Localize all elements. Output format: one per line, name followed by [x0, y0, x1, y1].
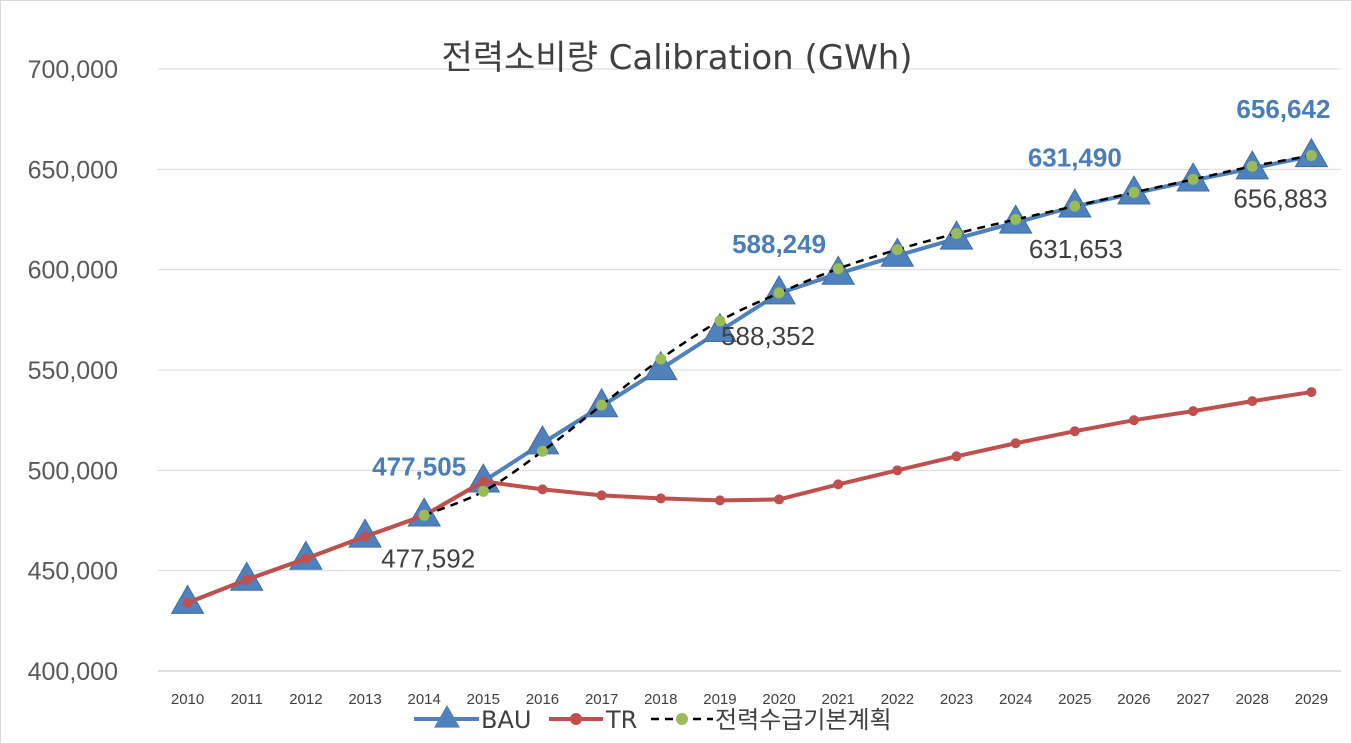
- legend: BAU TR 전력수급기본계획: [414, 704, 892, 734]
- tr-point: [537, 484, 548, 495]
- bau-point: [643, 350, 678, 381]
- bau-point: [703, 312, 737, 342]
- plan-point: [536, 445, 548, 457]
- y-tick-label: 600,000: [28, 257, 118, 285]
- x-tick-label: 2025: [1058, 691, 1091, 708]
- plan-point: [832, 263, 844, 275]
- tr-point: [241, 574, 252, 585]
- tr-point: [1247, 396, 1258, 407]
- legend-tr-label: TR: [605, 706, 637, 734]
- data-label: 588,249: [732, 229, 826, 259]
- tr-point: [1010, 438, 1021, 449]
- y-axis-ticks: 400,000 450,000 500,000 550,000 600,000 650,0…: [28, 56, 118, 686]
- plan-point: [418, 509, 430, 521]
- x-tick-label: 2010: [171, 691, 204, 708]
- x-tick-label: 2016: [526, 691, 559, 708]
- x-tick-label: 2018: [644, 691, 677, 708]
- x-tick-label: 2021: [822, 691, 855, 708]
- plan-point: [1069, 200, 1081, 212]
- tr-point: [951, 451, 962, 462]
- data-label: 656,642: [1236, 94, 1330, 124]
- x-tick-label: 2026: [1117, 691, 1150, 708]
- tr-point: [182, 597, 193, 608]
- y-tick-label: 500,000: [28, 457, 118, 485]
- x-tick-label: 2013: [348, 691, 381, 708]
- series-line-plan: [423, 154, 1312, 517]
- plan-point: [596, 399, 608, 411]
- tr-point: [300, 553, 311, 564]
- legend-bau-label: BAU: [481, 706, 531, 734]
- data-label: 477,505: [372, 451, 466, 481]
- x-axis-ticks: 2010 2011 2012 2013 2014 2015 2016 2017 2018 2019…: [171, 691, 1328, 708]
- data-labels: 477,505 588,249 631,490 656,642 477,592 588,3…: [372, 94, 1330, 573]
- x-tick-label: 2014: [407, 691, 440, 708]
- x-tick-label: 2023: [940, 691, 973, 708]
- tr-point: [1306, 387, 1317, 398]
- plan-point: [1187, 173, 1199, 185]
- x-tick-label: 2019: [703, 691, 736, 708]
- x-tick-label: 2012: [289, 691, 322, 708]
- data-label: 631,653: [1029, 234, 1123, 264]
- plan-point: [891, 244, 903, 256]
- tr-point: [714, 495, 725, 506]
- tr-point: [1188, 406, 1199, 417]
- y-tick-label: 400,000: [28, 658, 118, 686]
- x-tick-label: 2011: [231, 691, 263, 708]
- tr-point: [360, 531, 371, 542]
- plan-point: [1010, 214, 1022, 225]
- data-label: 477,592: [381, 543, 475, 573]
- plan-point: [1305, 150, 1317, 162]
- series-layer: [170, 137, 1329, 614]
- y-tick-label: 550,000: [28, 357, 118, 385]
- x-tick-label: 2028: [1236, 691, 1269, 708]
- tr-point: [1128, 415, 1139, 426]
- plan-point: [655, 353, 667, 365]
- x-tick-label: 2024: [999, 691, 1032, 708]
- tr-point: [478, 476, 489, 487]
- data-label: 656,883: [1233, 184, 1327, 214]
- plan-point: [1246, 160, 1258, 172]
- tr-point: [655, 493, 666, 504]
- tr-point: [774, 494, 785, 505]
- y-tick-label: 450,000: [28, 558, 118, 586]
- y-tick-label: 650,000: [28, 156, 118, 184]
- plan-point: [714, 315, 726, 327]
- x-tick-label: 2022: [881, 691, 914, 708]
- x-tick-label: 2020: [762, 691, 795, 708]
- plan-point: [477, 485, 489, 497]
- chart-title: 전력소비량 Calibration (GWh): [441, 38, 912, 78]
- x-tick-label: 2015: [467, 691, 500, 708]
- tr-point: [596, 490, 607, 501]
- y-tick-label: 700,000: [28, 56, 118, 84]
- series-line-tr: [186, 390, 1312, 605]
- x-tick-label: 2029: [1295, 691, 1328, 708]
- plan-point: [1128, 186, 1140, 198]
- legend-tr-marker: [570, 713, 582, 725]
- data-label: 588,352: [721, 321, 815, 351]
- plan-point: [951, 228, 963, 240]
- legend-bau-marker: [434, 704, 460, 728]
- x-tick-label: 2027: [1176, 691, 1209, 708]
- legend-plan-marker: [676, 713, 688, 725]
- legend-plan-label: 전력수급기본계획: [715, 706, 892, 734]
- data-label: 631,490: [1028, 142, 1122, 172]
- tr-point: [1069, 426, 1080, 437]
- tr-point: [833, 479, 844, 490]
- x-tick-label: 2017: [585, 691, 618, 708]
- tr-point: [892, 465, 903, 476]
- plan-point: [773, 287, 785, 299]
- gridlines: [158, 68, 1341, 672]
